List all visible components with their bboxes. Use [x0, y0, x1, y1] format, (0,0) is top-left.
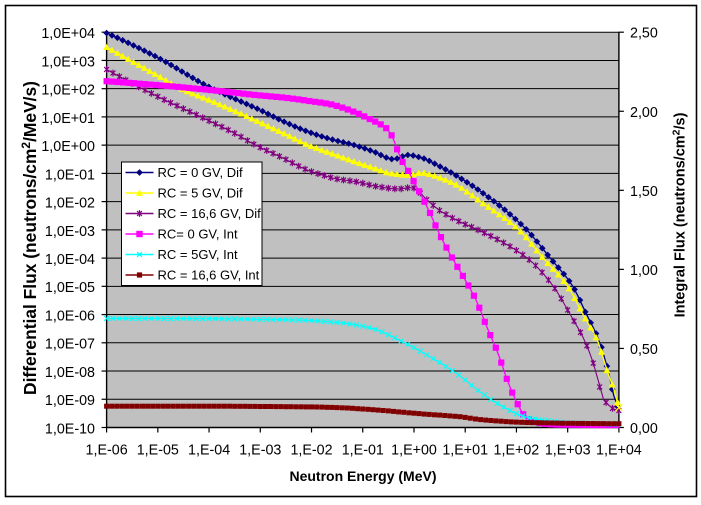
svg-text:1,E-03: 1,E-03 — [239, 443, 281, 459]
svg-text:0,00: 0,00 — [630, 421, 658, 437]
svg-text:1,0E+01: 1,0E+01 — [41, 111, 95, 127]
svg-text:1,0E+03: 1,0E+03 — [41, 54, 95, 70]
svg-text:2,50: 2,50 — [630, 26, 658, 42]
svg-text:1,E-01: 1,E-01 — [342, 443, 384, 459]
svg-text:RC = 5 GV, Dif: RC = 5 GV, Dif — [158, 186, 244, 201]
svg-text:1,E-02: 1,E-02 — [290, 443, 332, 459]
svg-text:RC = 5GV, Int: RC = 5GV, Int — [158, 247, 238, 262]
svg-text:1,E+00: 1,E+00 — [391, 443, 437, 459]
svg-text:RC= 0 GV, Int: RC= 0 GV, Int — [158, 227, 238, 242]
svg-text:1,0E-10: 1,0E-10 — [45, 421, 95, 437]
svg-text:1,0E+00: 1,0E+00 — [41, 139, 95, 155]
svg-text:1,0E+02: 1,0E+02 — [41, 83, 95, 99]
svg-text:RC = 0 GV, Dif: RC = 0 GV, Dif — [158, 165, 244, 180]
svg-text:Neutron Energy (MeV): Neutron Energy (MeV) — [289, 468, 436, 484]
svg-text:1,0E+04: 1,0E+04 — [41, 26, 95, 42]
svg-text:Integral Flux (neutrons/cm2/s): Integral Flux (neutrons/cm2/s) — [671, 112, 689, 317]
svg-text:0,50: 0,50 — [630, 342, 658, 358]
svg-text:1,E+01: 1,E+01 — [442, 443, 488, 459]
svg-text:1,50: 1,50 — [630, 184, 658, 200]
svg-text:1,0E-09: 1,0E-09 — [45, 393, 95, 409]
svg-text:1,0E-01: 1,0E-01 — [45, 167, 95, 183]
svg-text:1,0E-04: 1,0E-04 — [45, 252, 95, 268]
svg-text:1,0E-03: 1,0E-03 — [45, 224, 95, 240]
svg-text:1,E-05: 1,E-05 — [137, 443, 179, 459]
svg-text:1,0E-05: 1,0E-05 — [45, 280, 95, 296]
svg-text:1,00: 1,00 — [630, 263, 658, 279]
svg-text:2,00: 2,00 — [630, 105, 658, 121]
svg-text:1,0E-02: 1,0E-02 — [45, 196, 95, 212]
svg-text:Differential Flux (neutrons/cm: Differential Flux (neutrons/cm2/MeV/s) — [19, 81, 40, 395]
svg-text:1,E-06: 1,E-06 — [86, 443, 128, 459]
svg-text:1,0E-06: 1,0E-06 — [45, 309, 95, 325]
svg-text:RC = 16,6 GV, Int: RC = 16,6 GV, Int — [158, 268, 260, 283]
svg-text:1,E+04: 1,E+04 — [596, 443, 642, 459]
svg-text:1,0E-08: 1,0E-08 — [45, 365, 95, 381]
svg-text:1,0E-07: 1,0E-07 — [45, 337, 95, 353]
svg-text:1,E+02: 1,E+02 — [494, 443, 540, 459]
svg-text:RC = 16,6 GV, Dif: RC = 16,6 GV, Dif — [158, 206, 262, 221]
svg-text:1,E+03: 1,E+03 — [545, 443, 591, 459]
svg-text:1,E-04: 1,E-04 — [188, 443, 230, 459]
